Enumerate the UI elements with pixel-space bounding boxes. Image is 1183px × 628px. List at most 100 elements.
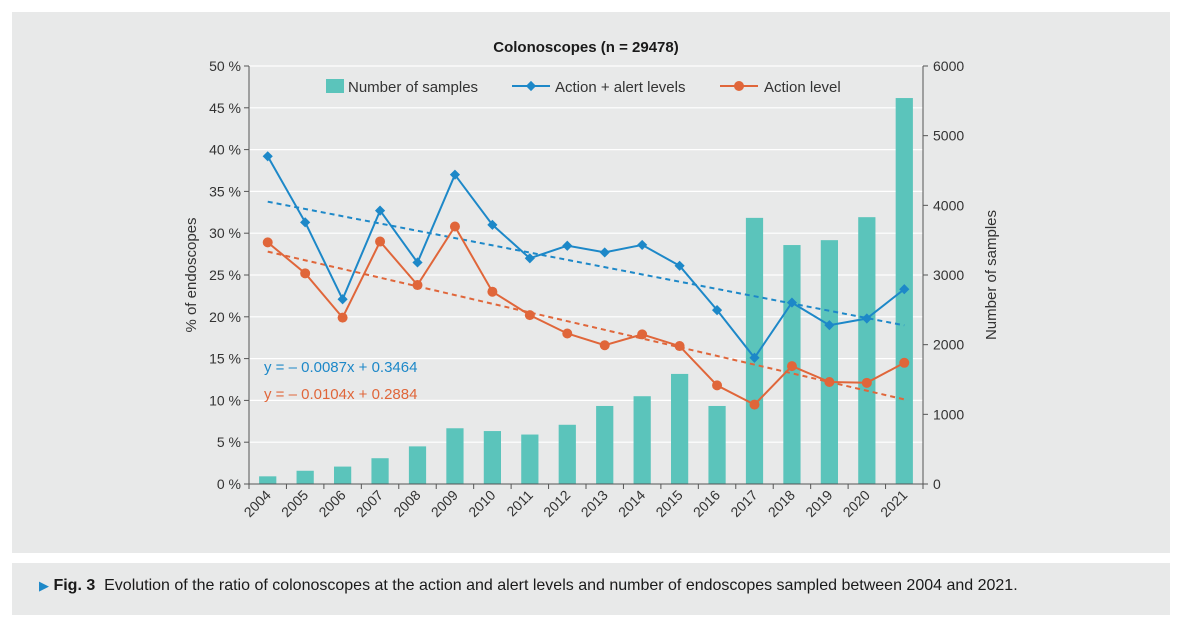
bar-2007 <box>371 458 389 484</box>
caption-body: Evolution of the ratio of colonoscopes a… <box>104 577 1018 594</box>
action-point-2005 <box>300 268 311 279</box>
action-point-2004 <box>262 237 273 248</box>
action-trend-equation: y = – 0.0104x + 0.2884 <box>264 386 417 403</box>
right-tick-label: 5000 <box>933 128 964 144</box>
bar-2010 <box>483 431 502 484</box>
action-point-2014 <box>637 329 648 340</box>
caption-panel: ▶ Fig. 3 Evolution of the ratio of colon… <box>12 563 1170 615</box>
legend-action-marker <box>734 81 744 91</box>
action-point-2011 <box>524 310 535 321</box>
x-tick-label-2020: 2020 <box>840 487 873 520</box>
bar-2008 <box>408 446 427 484</box>
alert-point-2017 <box>749 352 760 363</box>
right-tick-label: 4000 <box>933 197 964 213</box>
right-tick-label: 2000 <box>933 337 964 353</box>
chart: Colonoscopes (n = 29478) 0 % 5 % 10 % 15 % 2… <box>183 39 1000 520</box>
legend-bar-swatch <box>326 79 344 93</box>
alert-point-2010 <box>487 219 498 230</box>
x-tick-label-2012: 2012 <box>540 487 573 520</box>
bar-2006 <box>333 466 352 484</box>
bar-2009 <box>446 428 464 484</box>
action-point-2016 <box>712 380 723 391</box>
bar-2016 <box>708 405 726 484</box>
action-point-2015 <box>674 341 685 352</box>
left-axis-title: % of endoscopes <box>183 217 200 332</box>
alert-point-2012 <box>562 240 573 251</box>
trendline-alert <box>267 200 905 327</box>
x-tick-label-2011: 2011 <box>503 487 536 520</box>
left-tick-label: 5 % <box>217 434 241 450</box>
legend-bars-label: Number of samples <box>348 79 478 96</box>
action-point-2009 <box>449 221 460 232</box>
alert-point-2006 <box>337 294 348 305</box>
x-tick-label-2018: 2018 <box>765 487 798 520</box>
left-tick-label: 35 % <box>209 183 241 199</box>
x-tick-label-2004: 2004 <box>240 487 273 520</box>
x-tick-label-2017: 2017 <box>727 487 760 520</box>
action-point-2019 <box>824 377 835 388</box>
bar-2014 <box>633 396 651 484</box>
action-point-2006 <box>337 312 348 323</box>
action-line <box>267 224 905 406</box>
x-tick-label-2005: 2005 <box>278 487 311 520</box>
bar-2020 <box>858 217 876 484</box>
x-tick-label-2007: 2007 <box>353 487 386 520</box>
left-tick-label: 40 % <box>209 142 241 158</box>
left-tick-label: 45 % <box>209 100 241 116</box>
alert-point-2005 <box>300 217 311 228</box>
chart-title: Colonoscopes (n = 29478) <box>493 39 678 56</box>
action-point-2018 <box>786 361 797 372</box>
legend-alert-marker <box>525 80 537 92</box>
caption-label: Fig. 3 <box>53 577 96 594</box>
x-tick-label-2006: 2006 <box>315 487 348 520</box>
action-point-2008 <box>412 280 423 291</box>
left-tick-label: 0 % <box>217 476 241 492</box>
figure-caption: ▶ Fig. 3 Evolution of the ratio of colon… <box>39 577 1018 595</box>
right-axis-title: Number of samples <box>983 210 1000 340</box>
alert-point-2009 <box>449 169 461 180</box>
alert-point-2007 <box>374 205 386 216</box>
action-point-2013 <box>599 340 610 351</box>
caption-marker-icon: ▶ <box>39 578 49 593</box>
bar-2005 <box>296 470 314 484</box>
bar-2004 <box>259 476 277 484</box>
left-tick-label: 30 % <box>209 225 241 241</box>
bar-2012 <box>558 424 576 484</box>
legend-action-label: Action level <box>764 79 841 96</box>
x-tick-label-2016: 2016 <box>690 487 723 520</box>
bar-2011 <box>521 434 539 484</box>
left-tick-label: 50 % <box>209 58 241 74</box>
left-tick-label: 20 % <box>209 309 241 325</box>
action-point-2010 <box>487 286 498 297</box>
bar-2019 <box>820 240 839 484</box>
alert-line <box>266 155 905 360</box>
action-point-2021 <box>899 357 910 368</box>
bar-2015 <box>670 373 689 484</box>
alert-point-2011 <box>524 253 535 264</box>
figure-panel: Colonoscopes (n = 29478) 0 % 5 % 10 % 15 % 2… <box>12 12 1170 553</box>
x-tick-label-2015: 2015 <box>652 487 685 520</box>
alert-point-2013 <box>599 247 610 258</box>
alert-point-2014 <box>637 239 648 250</box>
alert-point-2008 <box>412 257 423 268</box>
x-tick-label-2013: 2013 <box>577 487 610 520</box>
x-tick-label-2009: 2009 <box>428 487 461 520</box>
alert-point-2016 <box>711 305 723 316</box>
bar-2017 <box>745 217 764 484</box>
x-tick-label-2008: 2008 <box>390 487 423 520</box>
alert-point-2021 <box>899 284 910 295</box>
left-tick-label: 15 % <box>209 351 241 367</box>
left-tick-label: 10 % <box>209 392 241 408</box>
right-tick-label: 6000 <box>933 58 964 74</box>
right-tick-label: 1000 <box>933 406 964 422</box>
x-tick-label-2010: 2010 <box>465 487 498 520</box>
alert-trend-equation: y = – 0.0087x + 0.3464 <box>264 359 417 376</box>
right-tick-label: 3000 <box>933 267 964 283</box>
action-point-2007 <box>375 236 386 247</box>
x-tick-label-2021: 2021 <box>877 487 910 520</box>
bar-2013 <box>596 405 614 484</box>
left-tick-label: 25 % <box>209 267 241 283</box>
right-tick-label: 0 <box>933 476 941 492</box>
alert-point-2004 <box>262 151 273 162</box>
legend-alert-label: Action + alert levels <box>555 79 685 96</box>
